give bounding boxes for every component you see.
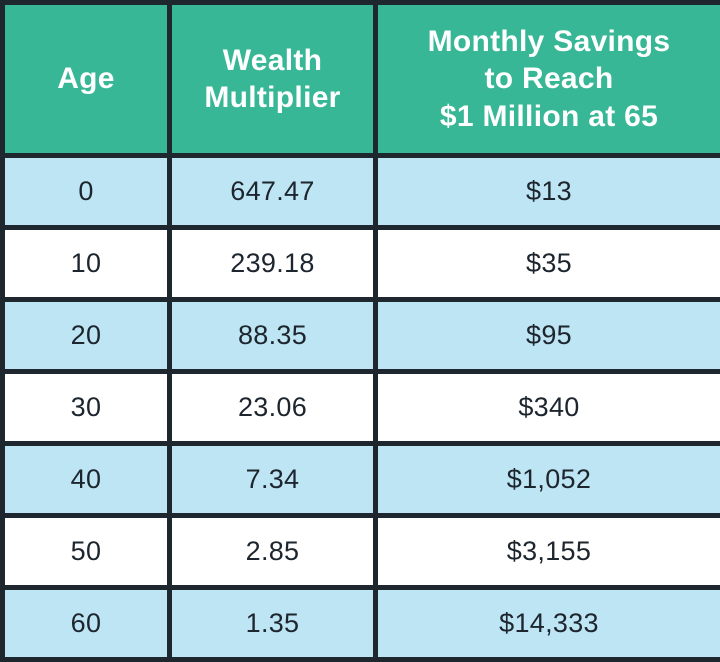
age-cell: 40	[0, 441, 172, 518]
monthly-savings-cell: $3,155	[373, 513, 720, 590]
age-cell: 20	[0, 297, 172, 374]
wealth-multiplier-cell: 239.18	[167, 225, 378, 302]
table-row: 20 88.35 $95	[0, 297, 720, 374]
age-cell: 50	[0, 513, 172, 590]
age-cell: 0	[0, 153, 172, 230]
monthly-savings-cell: $1,052	[373, 441, 720, 518]
header-age: Age	[0, 0, 172, 158]
monthly-savings-cell: $14,333	[373, 585, 720, 662]
wealth-multiplier-cell: 23.06	[167, 369, 378, 446]
wealth-multiplier-cell: 2.85	[167, 513, 378, 590]
table-body: 0 647.47 $13 10 239.18 $35 20 88.35 $95 30 23.06 $3…	[0, 153, 720, 662]
wealth-multiplier-cell: 1.35	[167, 585, 378, 662]
table-row: 0 647.47 $13	[0, 153, 720, 230]
table-header: Age Wealth Multiplier Monthly Savings to…	[0, 0, 720, 158]
monthly-savings-cell: $13	[373, 153, 720, 230]
monthly-savings-cell: $35	[373, 225, 720, 302]
table-row: 40 7.34 $1,052	[0, 441, 720, 518]
monthly-savings-cell: $340	[373, 369, 720, 446]
table-row: 50 2.85 $3,155	[0, 513, 720, 590]
table-row: 60 1.35 $14,333	[0, 585, 720, 662]
table-row: 30 23.06 $340	[0, 369, 720, 446]
header-wealth-multiplier: Wealth Multiplier	[167, 0, 378, 158]
header-monthly-savings: Monthly Savings to Reach $1 Million at 6…	[373, 0, 720, 158]
header-row: Age Wealth Multiplier Monthly Savings to…	[0, 0, 720, 158]
age-cell: 30	[0, 369, 172, 446]
age-cell: 60	[0, 585, 172, 662]
wealth-multiplier-cell: 88.35	[167, 297, 378, 374]
age-cell: 10	[0, 225, 172, 302]
wealth-multiplier-cell: 7.34	[167, 441, 378, 518]
table-row: 10 239.18 $35	[0, 225, 720, 302]
wealth-multiplier-cell: 647.47	[167, 153, 378, 230]
monthly-savings-cell: $95	[373, 297, 720, 374]
